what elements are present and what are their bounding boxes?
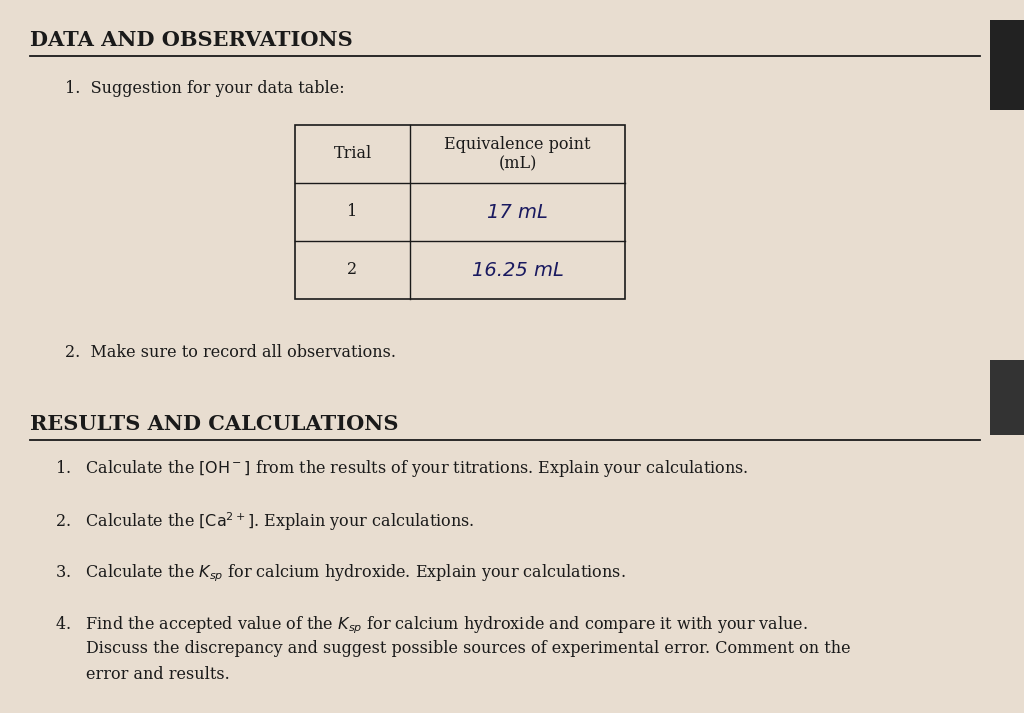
Text: error and results.: error and results. bbox=[86, 666, 229, 683]
Text: 2.  Make sure to record all observations.: 2. Make sure to record all observations. bbox=[65, 344, 396, 361]
Bar bbox=[990, 20, 1024, 110]
Text: Trial: Trial bbox=[334, 145, 372, 163]
Text: 17 mL: 17 mL bbox=[487, 202, 548, 222]
Text: 3.   Calculate the $K_{sp}$ for calcium hydroxide. Explain your calculations.: 3. Calculate the $K_{sp}$ for calcium hy… bbox=[55, 562, 626, 584]
Bar bbox=[295, 125, 625, 299]
Text: DATA AND OBSERVATIONS: DATA AND OBSERVATIONS bbox=[30, 30, 352, 50]
Text: 16.25 mL: 16.25 mL bbox=[472, 260, 563, 279]
Text: RESULTS AND CALCULATIONS: RESULTS AND CALCULATIONS bbox=[30, 414, 398, 434]
Bar bbox=[990, 360, 1024, 435]
Text: 2: 2 bbox=[347, 262, 357, 279]
Text: 2.   Calculate the $[\mathrm{Ca}^{2+}]$. Explain your calculations.: 2. Calculate the $[\mathrm{Ca}^{2+}]$. E… bbox=[55, 510, 474, 533]
Text: Equivalence point
(mL): Equivalence point (mL) bbox=[444, 135, 591, 173]
Text: 4.   Find the accepted value of the $K_{sp}$ for calcium hydroxide and compare i: 4. Find the accepted value of the $K_{sp… bbox=[55, 614, 808, 635]
Text: 1.   Calculate the $[\mathrm{OH}^-]$ from the results of your titrations. Explai: 1. Calculate the $[\mathrm{OH}^-]$ from … bbox=[55, 458, 749, 479]
Text: 1.  Suggestion for your data table:: 1. Suggestion for your data table: bbox=[65, 80, 345, 97]
Text: 1: 1 bbox=[347, 203, 357, 220]
Text: Discuss the discrepancy and suggest possible sources of experimental error. Comm: Discuss the discrepancy and suggest poss… bbox=[86, 640, 851, 657]
